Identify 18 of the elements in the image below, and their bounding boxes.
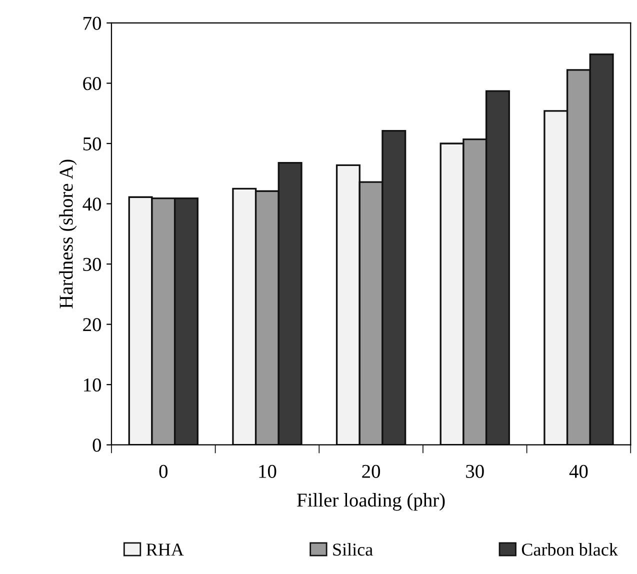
y-tick-label: 10: [84, 378, 102, 392]
y-tick-label: 20: [83, 318, 102, 332]
y-tick-label: 0: [92, 438, 102, 452]
y-tick-label: 50: [83, 137, 102, 150]
y-tick-label: 60: [83, 77, 102, 90]
x-tick-label: 0: [159, 464, 168, 478]
y-tick-label: 40: [82, 198, 102, 211]
x-tick-label: 20: [362, 464, 380, 478]
legend-label: Carbon black: [522, 543, 618, 556]
legend-label: RHA: [146, 544, 184, 556]
x-axis-title: Filler loading (phr): [297, 493, 445, 511]
y-tick-label: 30: [83, 258, 102, 271]
x-tick-label: 30: [466, 464, 484, 478]
y-axis-title: Hardness (shore A): [59, 160, 77, 308]
x-tick-label: 10: [259, 464, 276, 478]
y-tick-label: 70: [84, 16, 102, 30]
legend-label: Silica: [333, 543, 373, 556]
x-tick-label: 40: [569, 464, 588, 478]
